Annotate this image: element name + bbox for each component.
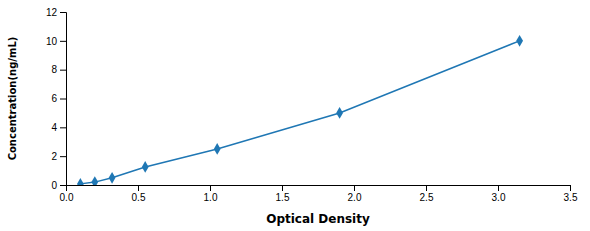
x-axis: 0.0 0.5 1.0 1.5 2.0 2.5 3.0 3.5 xyxy=(60,185,578,203)
x-tick-label: 3.0 xyxy=(492,192,506,203)
x-tick-label: 2.0 xyxy=(348,192,362,203)
point xyxy=(77,178,84,185)
y-tick-mark xyxy=(60,41,66,42)
x-tick-mark xyxy=(426,185,427,191)
y-tick: 6 xyxy=(51,93,66,104)
x-tick: 1.5 xyxy=(276,185,290,203)
point xyxy=(109,172,116,184)
x-tick-mark xyxy=(138,185,139,191)
line xyxy=(80,41,519,184)
point xyxy=(214,143,221,155)
x-tick: 3.0 xyxy=(492,185,506,203)
point xyxy=(516,35,523,47)
point xyxy=(336,107,343,119)
y-tick-label: 4 xyxy=(51,122,57,133)
x-tick-mark xyxy=(210,185,211,191)
y-tick: 4 xyxy=(51,122,66,133)
y-tick-label: 8 xyxy=(51,64,57,75)
y-tick: 12 xyxy=(46,7,66,18)
x-tick-mark xyxy=(282,185,283,191)
y-tick-mark xyxy=(60,70,66,71)
y-tick-label: 10 xyxy=(46,36,58,47)
x-axis-line xyxy=(67,186,571,192)
x-tick-label: 1.0 xyxy=(204,192,218,203)
marks xyxy=(77,35,523,185)
x-axis-title: Optical Density xyxy=(266,212,370,226)
y-tick-label: 0 xyxy=(51,180,57,191)
x-tick-label: 2.5 xyxy=(420,192,434,203)
x-tick: 1.0 xyxy=(204,185,218,203)
x-tick-label: 1.5 xyxy=(276,192,290,203)
x-tick: 0.5 xyxy=(132,185,146,203)
y-tick-label: 12 xyxy=(46,7,58,18)
x-tick-mark xyxy=(570,185,571,191)
y-tick: 10 xyxy=(46,36,66,47)
x-tick-label: 0.0 xyxy=(60,192,74,203)
y-axis: 0 2 4 6 8 10 12 xyxy=(46,7,67,191)
x-tick: 3.5 xyxy=(564,185,578,203)
y-axis-line xyxy=(60,13,67,186)
y-tick-mark xyxy=(60,12,66,13)
point xyxy=(142,161,149,173)
y-tick: 2 xyxy=(51,151,66,162)
x-tick: 0.0 xyxy=(60,185,74,203)
plot: 0.0 0.5 1.0 1.5 2.0 2.5 3.0 3.5 0 2 4 6 8 10 12 xyxy=(46,7,578,203)
x-tick-label: 3.5 xyxy=(564,192,578,203)
chart: 0.0 0.5 1.0 1.5 2.0 2.5 3.0 3.5 0 2 4 6 8 10 12 Optical… xyxy=(0,0,590,231)
y-tick-mark xyxy=(60,156,66,157)
x-tick-mark xyxy=(498,185,499,191)
y-tick-mark xyxy=(60,185,66,186)
y-tick: 8 xyxy=(51,64,66,75)
y-tick-label: 2 xyxy=(51,151,57,162)
point xyxy=(91,176,98,185)
y-tick: 0 xyxy=(51,180,66,191)
y-tick-mark xyxy=(60,127,66,128)
y-tick-label: 6 xyxy=(51,93,57,104)
y-axis-title: Concentration(ng/mL) xyxy=(7,37,18,161)
y-tick-mark xyxy=(60,99,66,100)
x-tick: 2.5 xyxy=(420,185,434,203)
x-tick-label: 0.5 xyxy=(132,192,146,203)
x-tick: 2.0 xyxy=(348,185,362,203)
x-tick-mark xyxy=(354,185,355,191)
